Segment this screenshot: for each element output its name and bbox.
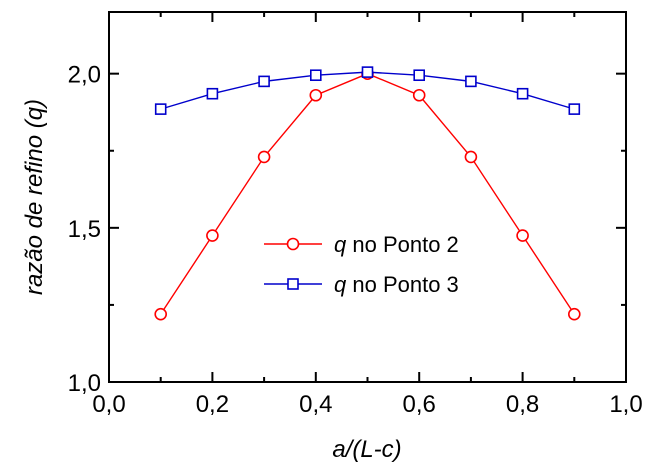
legend-marker: [287, 278, 299, 290]
axis-ticks: [108, 12, 627, 383]
data-point: [154, 307, 167, 321]
x-tick-label: 0,8: [506, 391, 539, 418]
data-point: [361, 66, 374, 78]
data-point: [413, 69, 426, 82]
legend-label-text: no Ponto 2: [346, 232, 459, 257]
legend: q no Ponto 2q no Ponto 3: [264, 232, 459, 297]
legend-label: q no Ponto 3: [334, 272, 459, 297]
x-tick-label: 0,0: [92, 391, 125, 418]
data-point: [154, 103, 167, 115]
data-point: [568, 103, 581, 115]
y-tick-label: 1,5: [68, 216, 101, 243]
data-point: [464, 150, 478, 164]
legend-label: q no Ponto 2: [334, 232, 459, 257]
series-2: [154, 66, 581, 115]
data-point: [412, 88, 426, 102]
data-point: [206, 87, 219, 100]
y-tick-label: 2,0: [68, 62, 101, 89]
data-point: [257, 150, 271, 164]
data-point: [516, 87, 529, 100]
x-tick-label: 0,2: [196, 391, 229, 418]
data-point: [516, 229, 529, 242]
legend-entry: q no Ponto 3: [264, 272, 459, 297]
x-tick-label: 0,4: [299, 391, 332, 418]
data-point: [567, 307, 581, 321]
legend-label-symbol: q: [334, 272, 347, 297]
data-point: [309, 69, 322, 82]
y-axis-title: razão de refino (q): [21, 99, 48, 295]
x-axis-title: a/(L-c): [332, 436, 401, 463]
legend-label-text: no Ponto 3: [346, 272, 459, 297]
data-point: [465, 75, 477, 88]
legend-label-symbol: q: [334, 232, 347, 257]
y-tick-label: 1,0: [68, 370, 101, 397]
x-tick-label: 0,6: [403, 391, 436, 418]
legend-entry: q no Ponto 2: [264, 232, 459, 257]
x-tick-label: 1,0: [609, 391, 642, 418]
legend-marker: [286, 237, 300, 251]
data-point: [258, 75, 270, 88]
data-point: [206, 229, 219, 242]
tick-labels: 0,0 0,2 0,4 0,6 0,8 1,0 1,0 1,5 2,0: [68, 62, 643, 418]
data-point: [309, 88, 323, 102]
series-layer: [154, 66, 581, 321]
